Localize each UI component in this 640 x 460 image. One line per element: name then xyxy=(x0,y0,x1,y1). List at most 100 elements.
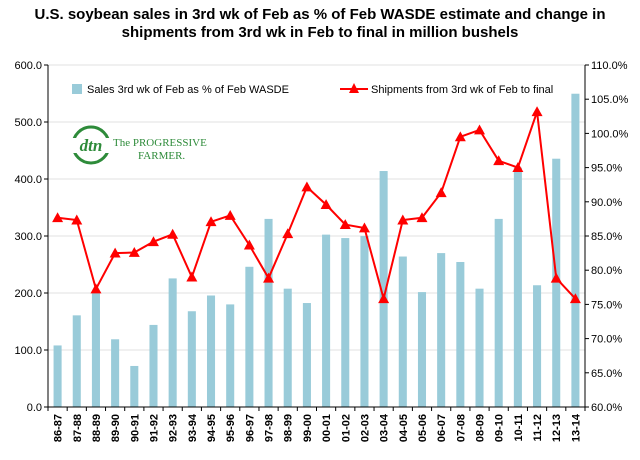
x-tick-label-03-04: 03-04 xyxy=(379,413,391,442)
bar-94-95 xyxy=(206,295,216,407)
y-right-tick-label: 110.0% xyxy=(591,60,628,72)
bar-97-98 xyxy=(264,218,273,407)
y-left-tick-label: 0.0 xyxy=(27,402,42,414)
bar-95-96 xyxy=(226,304,235,407)
y-right-tick-label: 80.0% xyxy=(591,265,622,277)
bar-00-01 xyxy=(322,234,331,407)
legend-swatch-marker xyxy=(349,83,359,93)
legend: Sales 3rd wk of Feb as % of Feb WASDE Shi… xyxy=(72,83,553,96)
progressive-farmer-line-1: The PROGRESSIVE xyxy=(113,137,207,149)
shipments-marker-04-05 xyxy=(397,214,409,225)
x-tick-label-95-96: 95-96 xyxy=(225,414,237,442)
bar-10-11 xyxy=(513,167,522,407)
bar-08-09 xyxy=(475,288,484,407)
chart-title: U.S. soybean sales in 3rd wk of Feb as %… xyxy=(0,6,640,42)
x-tick-label-10-11: 10-11 xyxy=(513,414,525,442)
y-left-tick-label: 600.0 xyxy=(14,60,42,72)
shipments-marker-87-88 xyxy=(71,214,83,225)
y-right-tick-label: 105.0% xyxy=(591,94,629,106)
x-tick-label-12-13: 12-13 xyxy=(551,414,563,442)
bar-90-91 xyxy=(130,365,139,407)
bar-04-05 xyxy=(398,256,407,407)
x-tick-label-06-07: 06-07 xyxy=(436,414,448,442)
shipments-marker-13-14 xyxy=(569,293,581,304)
x-tick-label-86-87: 86-87 xyxy=(53,414,65,442)
bar-09-10 xyxy=(494,218,503,407)
line-series xyxy=(52,106,581,304)
x-tick-label-91-92: 91-92 xyxy=(148,414,160,442)
shipments-marker-90-91 xyxy=(128,247,140,257)
x-tick-label-11-12: 11-12 xyxy=(532,414,544,442)
shipments-marker-91-92 xyxy=(147,236,159,247)
bar-11-12 xyxy=(533,285,542,407)
bar-03-04 xyxy=(379,171,388,407)
chart-title-line-1: U.S. soybean sales in 3rd wk of Feb as %… xyxy=(34,6,606,23)
bar-92-93 xyxy=(168,278,177,407)
shipments-marker-89-90 xyxy=(109,247,121,258)
shipments-marker-01-02 xyxy=(339,219,351,229)
x-tick-label-07-08: 07-08 xyxy=(455,414,467,442)
shipments-marker-08-09 xyxy=(474,124,486,135)
bar-02-03 xyxy=(360,236,369,407)
y-right-tick-label: 85.0% xyxy=(591,231,622,243)
y-right-tick-label: 75.0% xyxy=(591,299,622,311)
bar-06-07 xyxy=(437,253,446,407)
x-tick-label-09-10: 09-10 xyxy=(494,414,506,442)
bar-98-99 xyxy=(283,288,292,407)
y-right-tick-label: 90.0% xyxy=(591,197,622,209)
bar-07-08 xyxy=(456,261,465,407)
x-tick-label-05-06: 05-06 xyxy=(417,414,429,442)
shipments-marker-86-87 xyxy=(52,212,64,223)
bar-89-90 xyxy=(111,339,120,407)
x-tick-label-04-05: 04-05 xyxy=(398,414,410,442)
shipments-marker-96-97 xyxy=(243,239,255,250)
x-tick-label-01-02: 01-02 xyxy=(340,414,352,442)
chart-title-line-2: shipments from 3rd wk in Feb to final in… xyxy=(121,24,519,41)
axes: 0.0 100.0 200.0 300.0 400.0 500.0 600.0 60.0% 65… xyxy=(14,60,628,442)
x-tick-label-96-97: 96-97 xyxy=(244,414,256,442)
shipments-marker-07-08 xyxy=(454,131,466,142)
bar-12-13 xyxy=(552,158,561,407)
y-right-tick-label: 60.0% xyxy=(591,402,622,414)
shipments-marker-12-13 xyxy=(550,272,562,283)
shipments-marker-11-12 xyxy=(531,106,543,117)
shipments-marker-92-93 xyxy=(167,228,179,239)
shipments-marker-97-98 xyxy=(263,272,275,283)
dtn-logo-box xyxy=(70,138,112,153)
shipments-marker-05-06 xyxy=(416,212,428,223)
shipments-line xyxy=(57,111,577,300)
bar-96-97 xyxy=(245,266,254,407)
y-right-tick-label: 95.0% xyxy=(591,163,622,175)
shipments-marker-93-94 xyxy=(186,271,198,282)
x-tick-label-89-90: 89-90 xyxy=(110,414,122,442)
x-tick-label-99-00: 99-00 xyxy=(302,414,314,442)
shipments-marker-10-11 xyxy=(512,162,524,172)
legend-swatch-bars xyxy=(72,84,82,94)
legend-label-bars: Sales 3rd wk of Feb as % of Feb WASDE xyxy=(87,84,289,96)
logo: dtn The PROGRESSIVE FARMER. xyxy=(70,125,207,165)
x-tick-label-94-95: 94-95 xyxy=(206,414,218,442)
x-tick-label-92-93: 92-93 xyxy=(168,414,180,442)
bar-13-14 xyxy=(571,93,580,407)
y-left-tick-label: 500.0 xyxy=(14,117,42,129)
shipments-marker-95-96 xyxy=(224,209,236,220)
bar-05-06 xyxy=(417,292,427,407)
bar-88-89 xyxy=(91,290,100,407)
shipments-marker-02-03 xyxy=(358,222,370,233)
x-tick-label-13-14: 13-14 xyxy=(570,413,582,442)
bar-91-92 xyxy=(149,324,158,407)
bar-93-94 xyxy=(187,311,196,407)
y-right-tick-label: 100.0% xyxy=(591,128,629,140)
x-tick-label-93-94: 93-94 xyxy=(187,413,199,442)
shipments-marker-99-00 xyxy=(301,181,313,192)
bar-01-02 xyxy=(341,238,350,407)
y-right-tick-label: 65.0% xyxy=(591,368,622,380)
shipments-marker-94-95 xyxy=(205,216,217,227)
x-tick-label-00-01: 00-01 xyxy=(321,414,333,442)
bar-99-00 xyxy=(302,303,311,407)
y-left-tick-label: 300.0 xyxy=(14,231,42,243)
x-tick-label-97-98: 97-98 xyxy=(264,414,276,442)
y-left-tick-label: 200.0 xyxy=(14,288,42,300)
